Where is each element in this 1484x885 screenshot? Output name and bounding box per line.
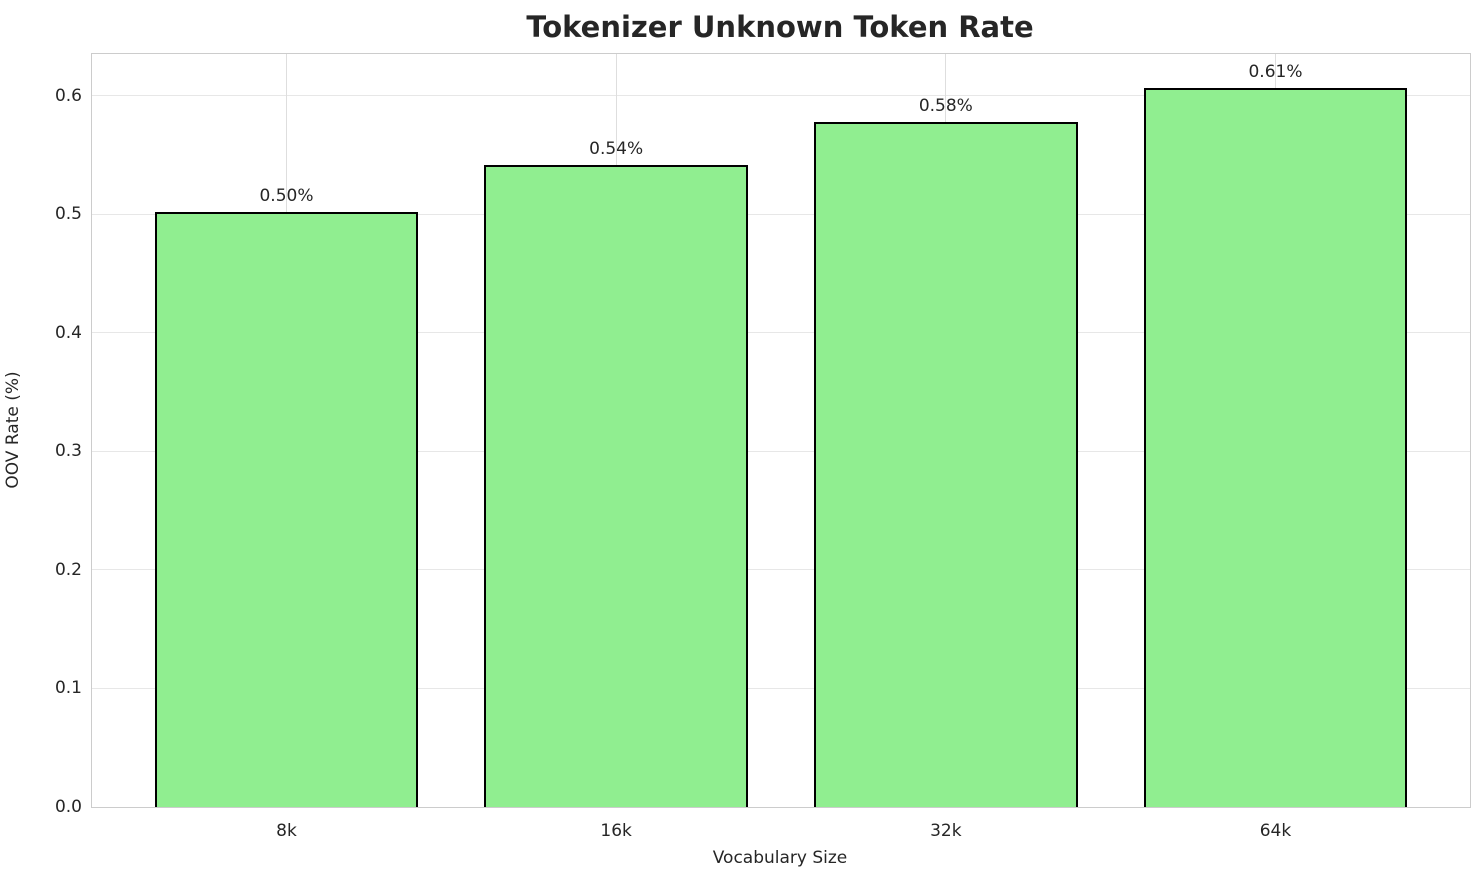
y-tick-label: 0.3 (54, 441, 82, 462)
gridline-horizontal (92, 213, 1470, 215)
x-tick-label: 16k (600, 821, 632, 841)
x-tick-label: 8k (276, 821, 297, 841)
y-tick-label: 0.5 (54, 204, 82, 225)
bar-64k (1143, 88, 1408, 807)
y-tick-label: 0.0 (54, 797, 82, 817)
gridline-horizontal (92, 687, 1470, 689)
plot-area: 0.50% 0.54% 0.58% 0.61% 0.0 0.1 0.2 0.3 0.4 0.5 0… (55, 53, 1471, 841)
chart-title: Tokenizer Unknown Token Rate (526, 10, 1034, 44)
y-tick-label: 0.6 (54, 85, 82, 106)
bar-value-label: 0.54% (589, 139, 644, 160)
bar-value-label: 0.50% (259, 185, 314, 206)
bar-8k (154, 211, 419, 807)
gridline-horizontal (92, 450, 1470, 452)
y-tick-label: 0.1 (54, 678, 82, 699)
x-axis-label: Vocabulary Size (712, 848, 848, 868)
bar-32k (813, 121, 1078, 807)
y-axis-label: OOV Rate (%) (3, 371, 23, 489)
gridline-horizontal (92, 95, 1470, 96)
x-tick-label: 64k (1259, 821, 1292, 841)
gridline-horizontal (92, 569, 1470, 571)
y-tick-label: 0.2 (54, 559, 82, 580)
bar-value-label: 0.58% (918, 95, 973, 116)
x-tick-label: 32k (930, 821, 962, 841)
bars-layer: 0.50% 0.54% 0.58% 0.61% (92, 54, 1470, 807)
bar-value-label: 0.61% (1248, 62, 1303, 83)
bar-16k (484, 165, 749, 807)
gridline-horizontal (92, 332, 1470, 334)
y-tick-label: 0.4 (54, 322, 82, 343)
